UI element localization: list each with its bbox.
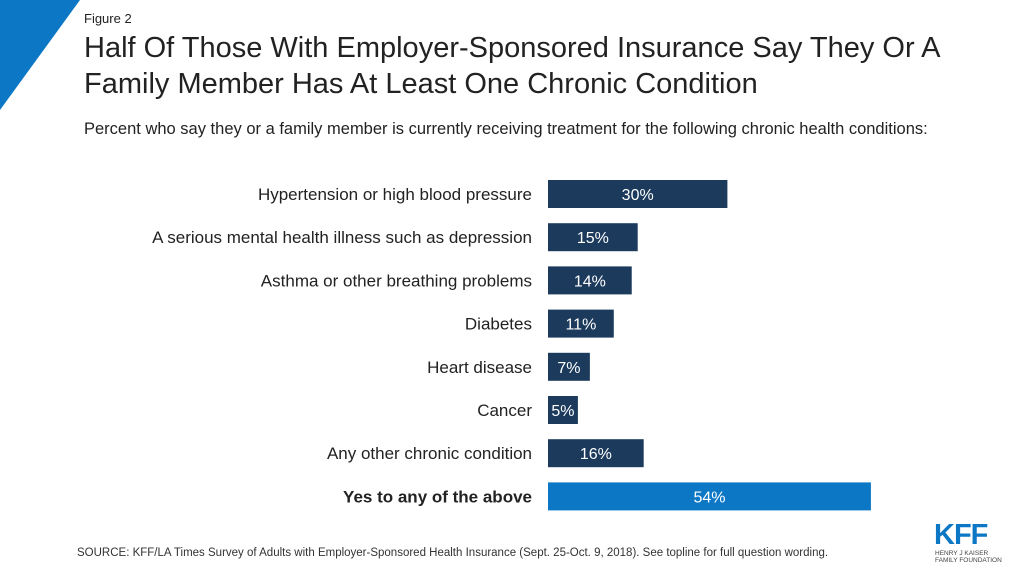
bar [548, 396, 578, 424]
category-label: Asthma or other breathing problems [261, 271, 532, 290]
category-label: Diabetes [465, 315, 532, 334]
value-label: 11% [565, 317, 596, 334]
value-label: 7% [557, 360, 580, 377]
bar [548, 180, 728, 208]
bar-chart: Hypertension or high blood pressure 30% A … [152, 180, 871, 511]
bar [548, 266, 632, 295]
bar [548, 223, 638, 252]
chart-subtitle: Percent who say they or a family member … [84, 120, 928, 138]
value-label: 16% [580, 446, 612, 463]
logo-line-2: Family Foundation [935, 557, 1002, 564]
value-label: 54% [693, 489, 725, 506]
value-label: 15% [577, 230, 609, 247]
category-label: Any other chronic condition [327, 444, 532, 463]
figure-label: Figure 2 [84, 11, 132, 26]
bar [548, 309, 614, 338]
logo-mark: KFF [934, 519, 988, 551]
corner-accent [0, 0, 80, 110]
source-note: SOURCE: KFF/LA Times Survey of Adults wi… [77, 547, 829, 559]
category-label: Hypertension or high blood pressure [258, 185, 532, 204]
value-label: 5% [551, 403, 574, 420]
logo-subtext: Henry J Kaiser Family Foundation [935, 550, 1015, 564]
bar [548, 352, 590, 381]
value-label: 30% [622, 187, 654, 204]
kff-logo: KFF Henry J Kaiser Family Foundation [934, 520, 1014, 568]
bar [548, 439, 644, 468]
chart-title: Half Of Those With Employer-Sponsored In… [84, 32, 939, 100]
category-label: A serious mental health illness such as … [152, 228, 532, 247]
bar [548, 482, 871, 511]
category-label: Yes to any of the above [343, 487, 532, 506]
value-label: 14% [574, 273, 606, 290]
logo-line-1: Henry J Kaiser [935, 550, 989, 557]
category-label: Heart disease [427, 358, 532, 377]
category-label: Cancer [477, 401, 532, 420]
